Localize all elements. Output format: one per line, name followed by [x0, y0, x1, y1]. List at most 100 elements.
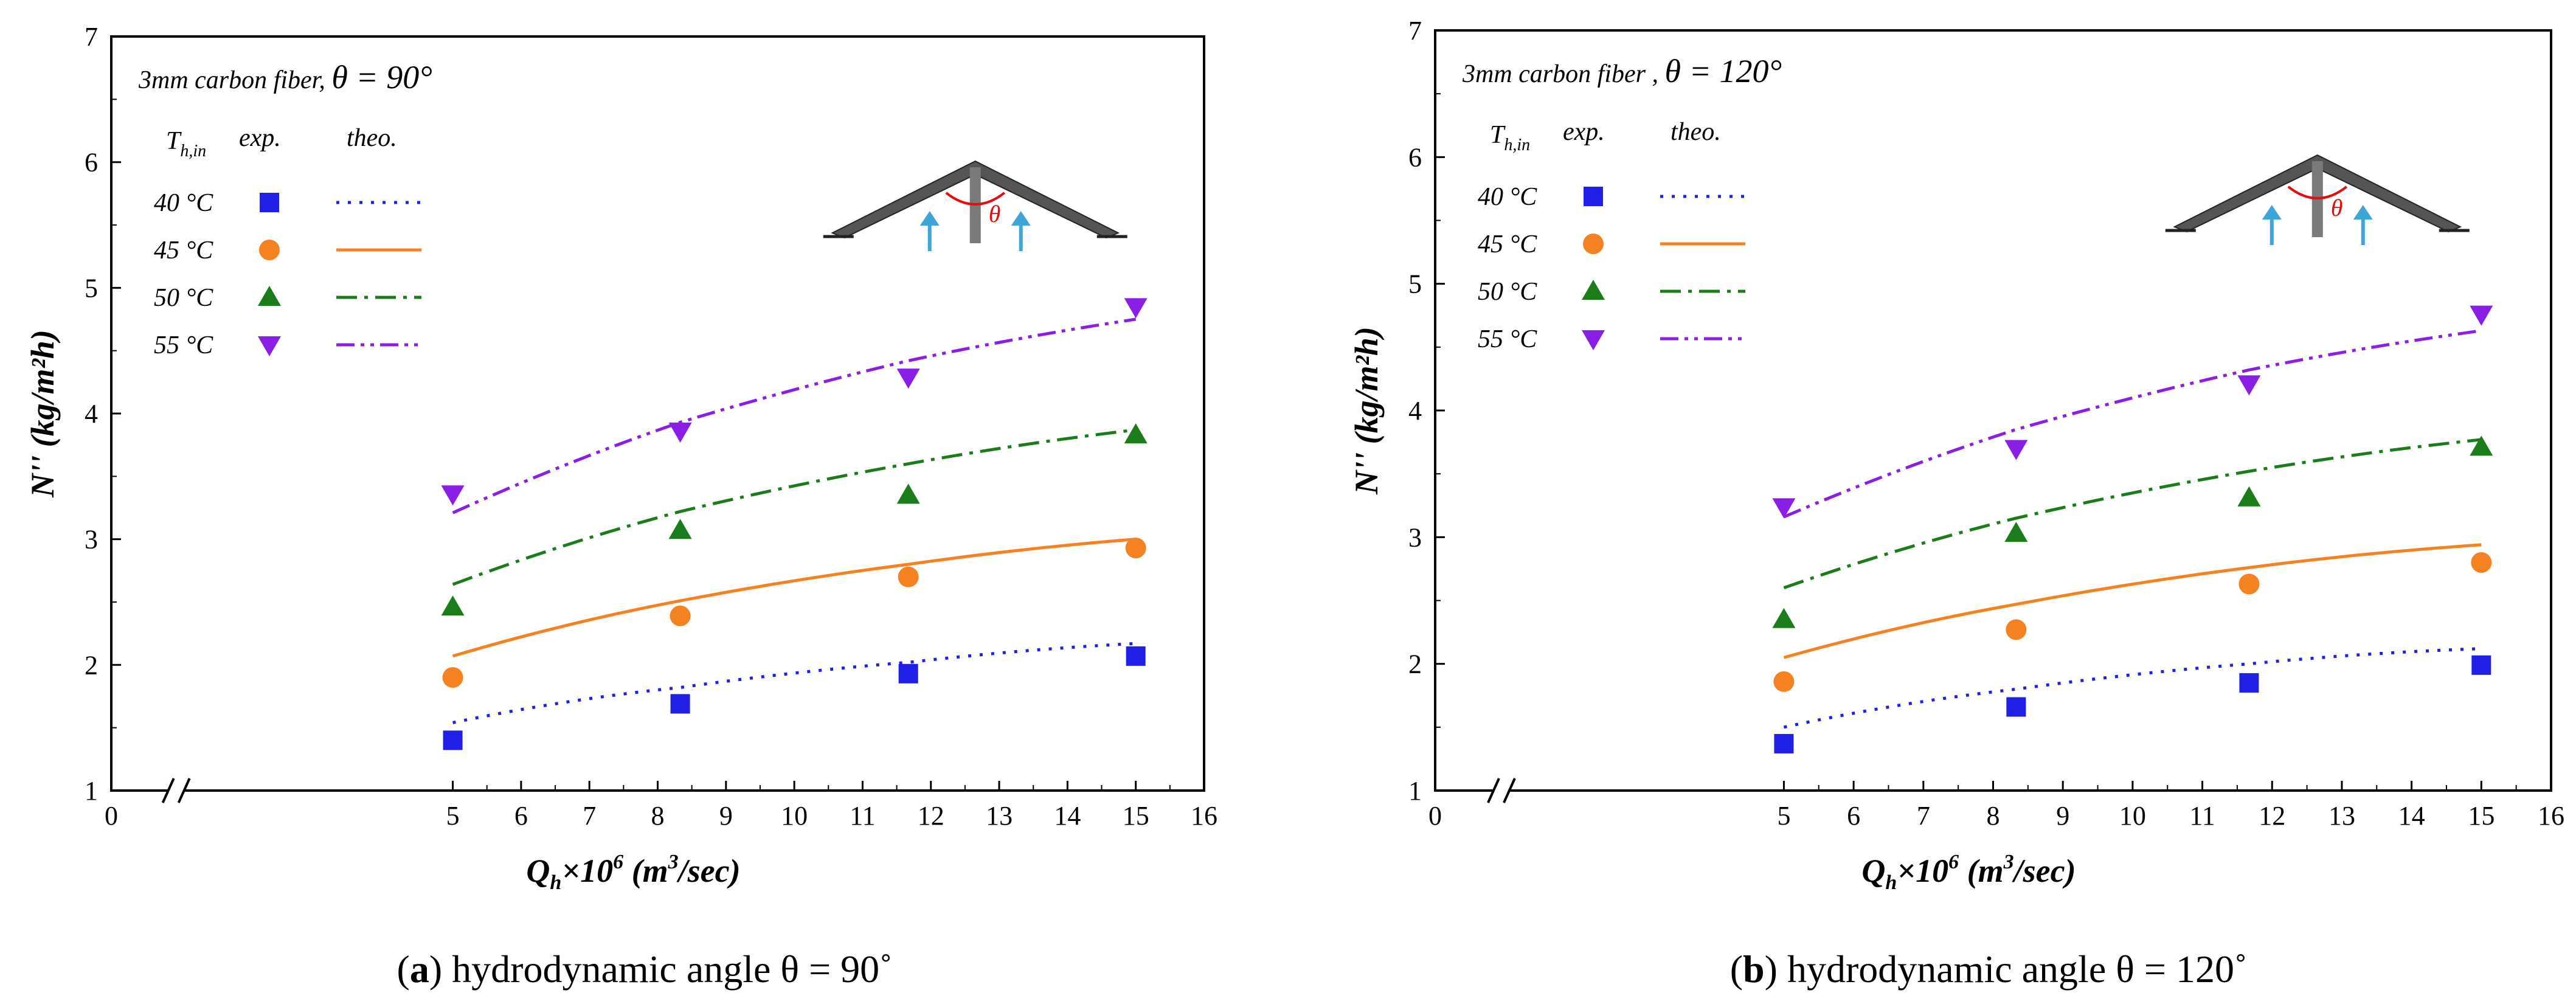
- angle-arc: [2287, 185, 2348, 199]
- theo-curve-40c: [452, 642, 1136, 724]
- exp-point-45c: [2006, 619, 2027, 640]
- x-tick-label: 5: [1777, 801, 1790, 831]
- exp-point-55c: [668, 422, 692, 443]
- legend-label: 50 °C: [1478, 278, 1537, 306]
- x-tick-label: 11: [2189, 801, 2215, 831]
- x-tick-label: 14: [1054, 801, 1081, 831]
- x-axis-label: Qh×106 (m3/sec): [1861, 851, 2076, 894]
- legend-label: 45 °C: [154, 237, 213, 265]
- axis-break-mark: [177, 778, 191, 803]
- x-tick-label: 12: [918, 801, 944, 831]
- chart-title: 3mm carbon fiber, θ = 90°: [138, 59, 432, 95]
- legend-marker: [1583, 234, 1604, 254]
- x-tick-label: 0: [1428, 801, 1442, 831]
- legend-label: 55 °C: [154, 331, 213, 359]
- y-axis-label: N'' (kg/m²h): [1348, 327, 1385, 495]
- y-tick-label: 7: [1408, 16, 1422, 46]
- exp-point-45c: [670, 605, 691, 626]
- y-tick-label: 7: [85, 22, 98, 52]
- y-tick-label: 6: [1408, 142, 1422, 172]
- exp-point-40c: [443, 730, 463, 750]
- exp-point-45c: [898, 566, 919, 587]
- y-tick-label: 4: [1408, 396, 1422, 426]
- exp-point-45c: [442, 667, 463, 688]
- y-tick-label: 2: [1408, 649, 1422, 679]
- legend-marker: [259, 240, 280, 260]
- legend-label: 45 °C: [1478, 230, 1537, 258]
- x-tick-label: 10: [2119, 801, 2146, 831]
- exp-point-55c: [896, 369, 920, 389]
- x-tick-label: 14: [2398, 801, 2425, 831]
- flow-arrow-head: [2262, 205, 2282, 220]
- exp-point-40c: [1774, 733, 1794, 753]
- exp-point-50c: [2237, 486, 2261, 507]
- exp-point-50c: [668, 519, 692, 539]
- x-tick-label: 15: [2468, 801, 2495, 831]
- x-tick-label: 6: [514, 801, 528, 831]
- chart-title: 3mm carbon fiber , θ = 120°: [1462, 53, 1782, 89]
- exp-point-40c: [2471, 655, 2491, 675]
- x-tick-label: 7: [583, 801, 596, 831]
- legend-label: 40 °C: [1478, 183, 1537, 211]
- y-tick-label: 1: [1408, 776, 1422, 806]
- x-tick-label: 13: [986, 801, 1013, 831]
- legend-header-theo: theo.: [1671, 118, 1721, 146]
- y-tick-label: 4: [85, 399, 98, 429]
- exp-point-55c: [1772, 498, 1796, 519]
- x-tick-label: 16: [2538, 801, 2564, 831]
- legend-header-temp: Th,in: [166, 127, 206, 161]
- x-tick-label: 5: [446, 801, 460, 831]
- figure-caption: (a) hydrodynamic angle θ = 90˚: [397, 947, 893, 991]
- angle-symbol: θ: [989, 200, 1001, 227]
- legend-marker: [258, 336, 281, 356]
- theo-curve-45c: [1783, 543, 2482, 659]
- legend-header-theo: theo.: [347, 124, 397, 152]
- x-axis-label: Qh×106 (m3/sec): [526, 851, 740, 894]
- exp-point-55c: [2470, 305, 2493, 326]
- y-tick-label: 3: [1408, 522, 1422, 552]
- x-tick-label: 15: [1123, 801, 1149, 831]
- x-tick-label: 10: [781, 801, 808, 831]
- exp-point-55c: [2004, 440, 2028, 460]
- legend-marker: [1582, 280, 1605, 300]
- exp-point-45c: [1125, 538, 1146, 559]
- x-tick-label: 0: [105, 801, 118, 831]
- x-tick-label: 11: [850, 801, 875, 831]
- exp-point-55c: [441, 485, 465, 506]
- x-tick-label: 6: [1847, 801, 1860, 831]
- roof-diagram: θ: [2165, 154, 2470, 245]
- axis-break-mark: [1487, 778, 1500, 803]
- legend-marker: [260, 193, 279, 212]
- flow-arrow-head: [1011, 211, 1031, 226]
- legend-marker: [1584, 187, 1603, 206]
- legend-header-exp: exp.: [239, 124, 281, 152]
- flow-arrow-head: [2353, 205, 2373, 220]
- axis-break-mark: [1503, 778, 1516, 803]
- y-tick-label: 5: [1408, 269, 1422, 299]
- exp-point-55c: [2237, 375, 2261, 396]
- flow-arrow-head: [919, 211, 940, 226]
- exp-point-50c: [1124, 423, 1148, 444]
- x-tick-label: 9: [719, 801, 733, 831]
- x-tick-label: 13: [2328, 801, 2355, 831]
- exp-point-45c: [2238, 573, 2260, 595]
- y-axis-label: N'' (kg/m²h): [24, 330, 61, 498]
- theo-curve-45c: [452, 538, 1136, 658]
- legend-marker: [258, 286, 281, 306]
- exp-point-50c: [2470, 435, 2493, 456]
- axis-break-mark: [161, 778, 175, 803]
- legend-label: 40 °C: [154, 189, 213, 217]
- exp-point-50c: [1772, 608, 1796, 628]
- y-tick-label: 2: [85, 650, 98, 680]
- exp-point-40c: [1126, 646, 1146, 666]
- x-tick-label: 12: [2259, 801, 2285, 831]
- exp-point-50c: [2004, 522, 2028, 542]
- exp-point-45c: [1773, 671, 1795, 692]
- y-tick-label: 5: [85, 273, 98, 303]
- x-tick-label: 16: [1191, 801, 1217, 831]
- x-tick-label: 8: [1987, 801, 2000, 831]
- theo-curve-40c: [1783, 647, 2482, 729]
